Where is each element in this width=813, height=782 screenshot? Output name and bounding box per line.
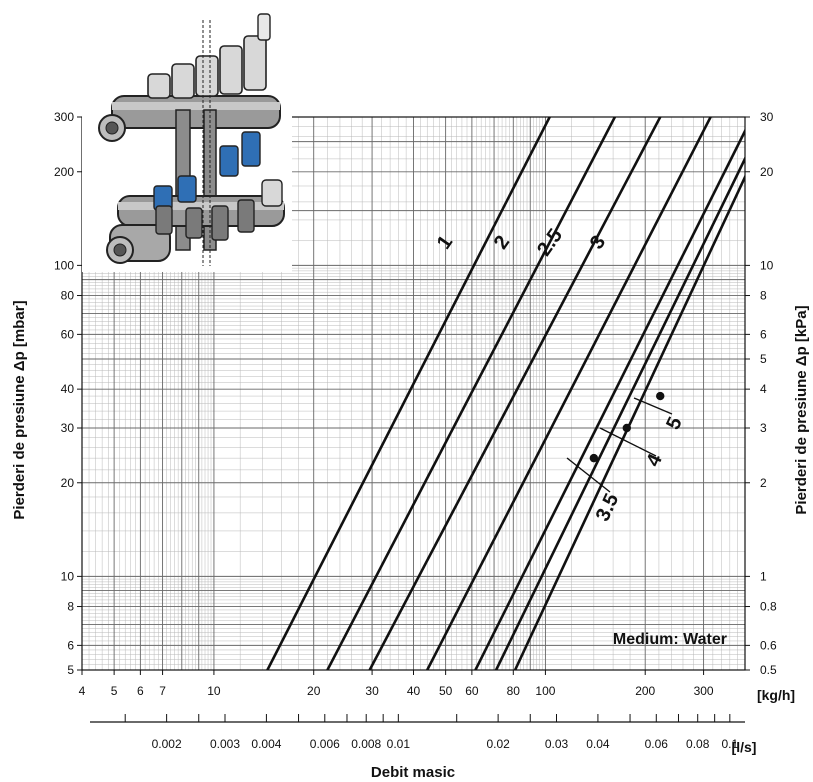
y2-tick-label: 1 — [760, 569, 767, 583]
x2-tick-label: 0.04 — [586, 737, 610, 751]
series-line-5 — [513, 173, 745, 670]
x-tick-label: 5 — [111, 684, 118, 698]
y2-tick-label: 0.6 — [760, 638, 777, 652]
series-line-4 — [494, 155, 745, 670]
x2-tick-label: 0.006 — [310, 737, 340, 751]
y2-tick-label: 4 — [760, 382, 767, 396]
lower-manifold-bar — [106, 131, 285, 264]
y-axis-title-left: Pierderi de presiune Δp [mbar] — [11, 300, 28, 519]
y-tick-label: 8 — [67, 600, 74, 614]
leader-line-5 — [633, 397, 673, 415]
upper-manifold-bar — [98, 13, 281, 142]
x2-tick-label: 0.03 — [545, 737, 569, 751]
series-line-3 — [426, 117, 712, 670]
x-tick-label: 100 — [535, 684, 555, 698]
y2-tick-label: 30 — [760, 110, 774, 124]
series-line-2-5 — [368, 117, 662, 670]
x2-tick-label: 0.08 — [686, 737, 710, 751]
x-tick-label: 60 — [465, 684, 479, 698]
marker-4 — [622, 423, 632, 433]
y-tick-label: 6 — [67, 638, 74, 652]
x-tick-label: 40 — [407, 684, 421, 698]
x-tick-label: 80 — [507, 684, 521, 698]
x-tick-label: 300 — [694, 684, 714, 698]
y-tick-label: 80 — [61, 289, 75, 303]
x-tick-label: 6 — [137, 684, 144, 698]
leader-line-4 — [599, 427, 657, 457]
x-unit-kgh: [kg/h] — [757, 687, 795, 703]
x2-tick-label: 0.008 — [351, 737, 381, 751]
y-tick-label: 100 — [54, 258, 74, 272]
x-tick-label: 4 — [79, 684, 86, 698]
x-tick-label: 20 — [307, 684, 321, 698]
x2-tick-label: 0.003 — [210, 737, 240, 751]
y-tick-label: 300 — [54, 110, 74, 124]
series-lines — [266, 117, 745, 670]
y2-tick-label: 0.8 — [760, 600, 777, 614]
curve-label-1: 1 — [433, 232, 457, 254]
x-tick-label: 200 — [635, 684, 655, 698]
series-layer — [266, 117, 745, 670]
y-tick-label: 200 — [54, 165, 74, 179]
y2-tick-label: 5 — [760, 352, 767, 366]
y-tick-label: 20 — [61, 476, 75, 490]
x2-tick-label: 0.1 — [721, 737, 738, 751]
y2-tick-label: 0.5 — [760, 663, 777, 677]
y2-tick-label: 2 — [760, 476, 767, 490]
x-tick-label: 10 — [207, 684, 221, 698]
x2-unit-ls: [l/s] — [732, 739, 757, 755]
y2-tick-label: 8 — [760, 289, 767, 303]
x-tick-label: 7 — [159, 684, 166, 698]
x2-tick-label: 0.06 — [645, 737, 669, 751]
x2-tick-label: 0.004 — [251, 737, 281, 751]
medium-annotation: Medium: Water — [613, 631, 727, 648]
x-tick-label: 30 — [365, 684, 379, 698]
manifold-illustration — [82, 13, 292, 272]
x-tick-label: 50 — [439, 684, 453, 698]
marker-5 — [656, 391, 665, 401]
marker-3-5 — [589, 453, 599, 463]
leader-line-3-5 — [566, 457, 611, 493]
y-tick-label: 30 — [61, 421, 75, 435]
y-axis-title-right: Pierderi de presiune Δp [kPa] — [793, 305, 810, 514]
x2-tick-label: 0.02 — [486, 737, 510, 751]
y-tick-label: 40 — [61, 382, 75, 396]
curve-label-2-5: 2.5 — [533, 225, 567, 260]
curve-label-4: 4 — [642, 450, 667, 470]
x2-tick-label: 0.002 — [152, 737, 182, 751]
y2-tick-label: 3 — [760, 421, 767, 435]
y2-tick-label: 10 — [760, 258, 774, 272]
y-tick-label: 5 — [67, 663, 74, 677]
y2-tick-label: 6 — [760, 327, 767, 341]
series-line-1 — [266, 117, 551, 670]
y-tick-label: 60 — [61, 327, 75, 341]
series-line-2 — [326, 117, 617, 670]
y-tick-label: 10 — [61, 569, 75, 583]
series-line-3-5 — [474, 128, 745, 670]
y2-tick-label: 20 — [760, 165, 774, 179]
x-axis-title: Debit masic — [371, 764, 455, 781]
x2-tick-label: 0.01 — [387, 737, 411, 751]
